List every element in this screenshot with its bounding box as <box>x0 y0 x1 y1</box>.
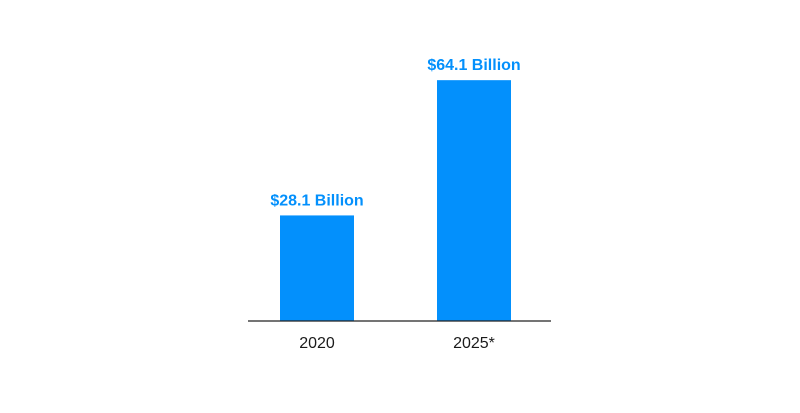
x-tick-label-0: 2020 <box>299 335 335 352</box>
x-tick-labels-group: 2020 2025* <box>299 335 495 352</box>
bars-group <box>280 80 511 321</box>
x-tick-label-1: 2025* <box>453 335 495 352</box>
data-label-0: $28.1 Billion <box>270 192 363 209</box>
data-label-1: $64.1 Billion <box>427 57 520 74</box>
data-labels-group: $28.1 Billion $64.1 Billion <box>270 57 520 209</box>
bar-1 <box>437 80 511 321</box>
bar-0 <box>280 215 354 321</box>
